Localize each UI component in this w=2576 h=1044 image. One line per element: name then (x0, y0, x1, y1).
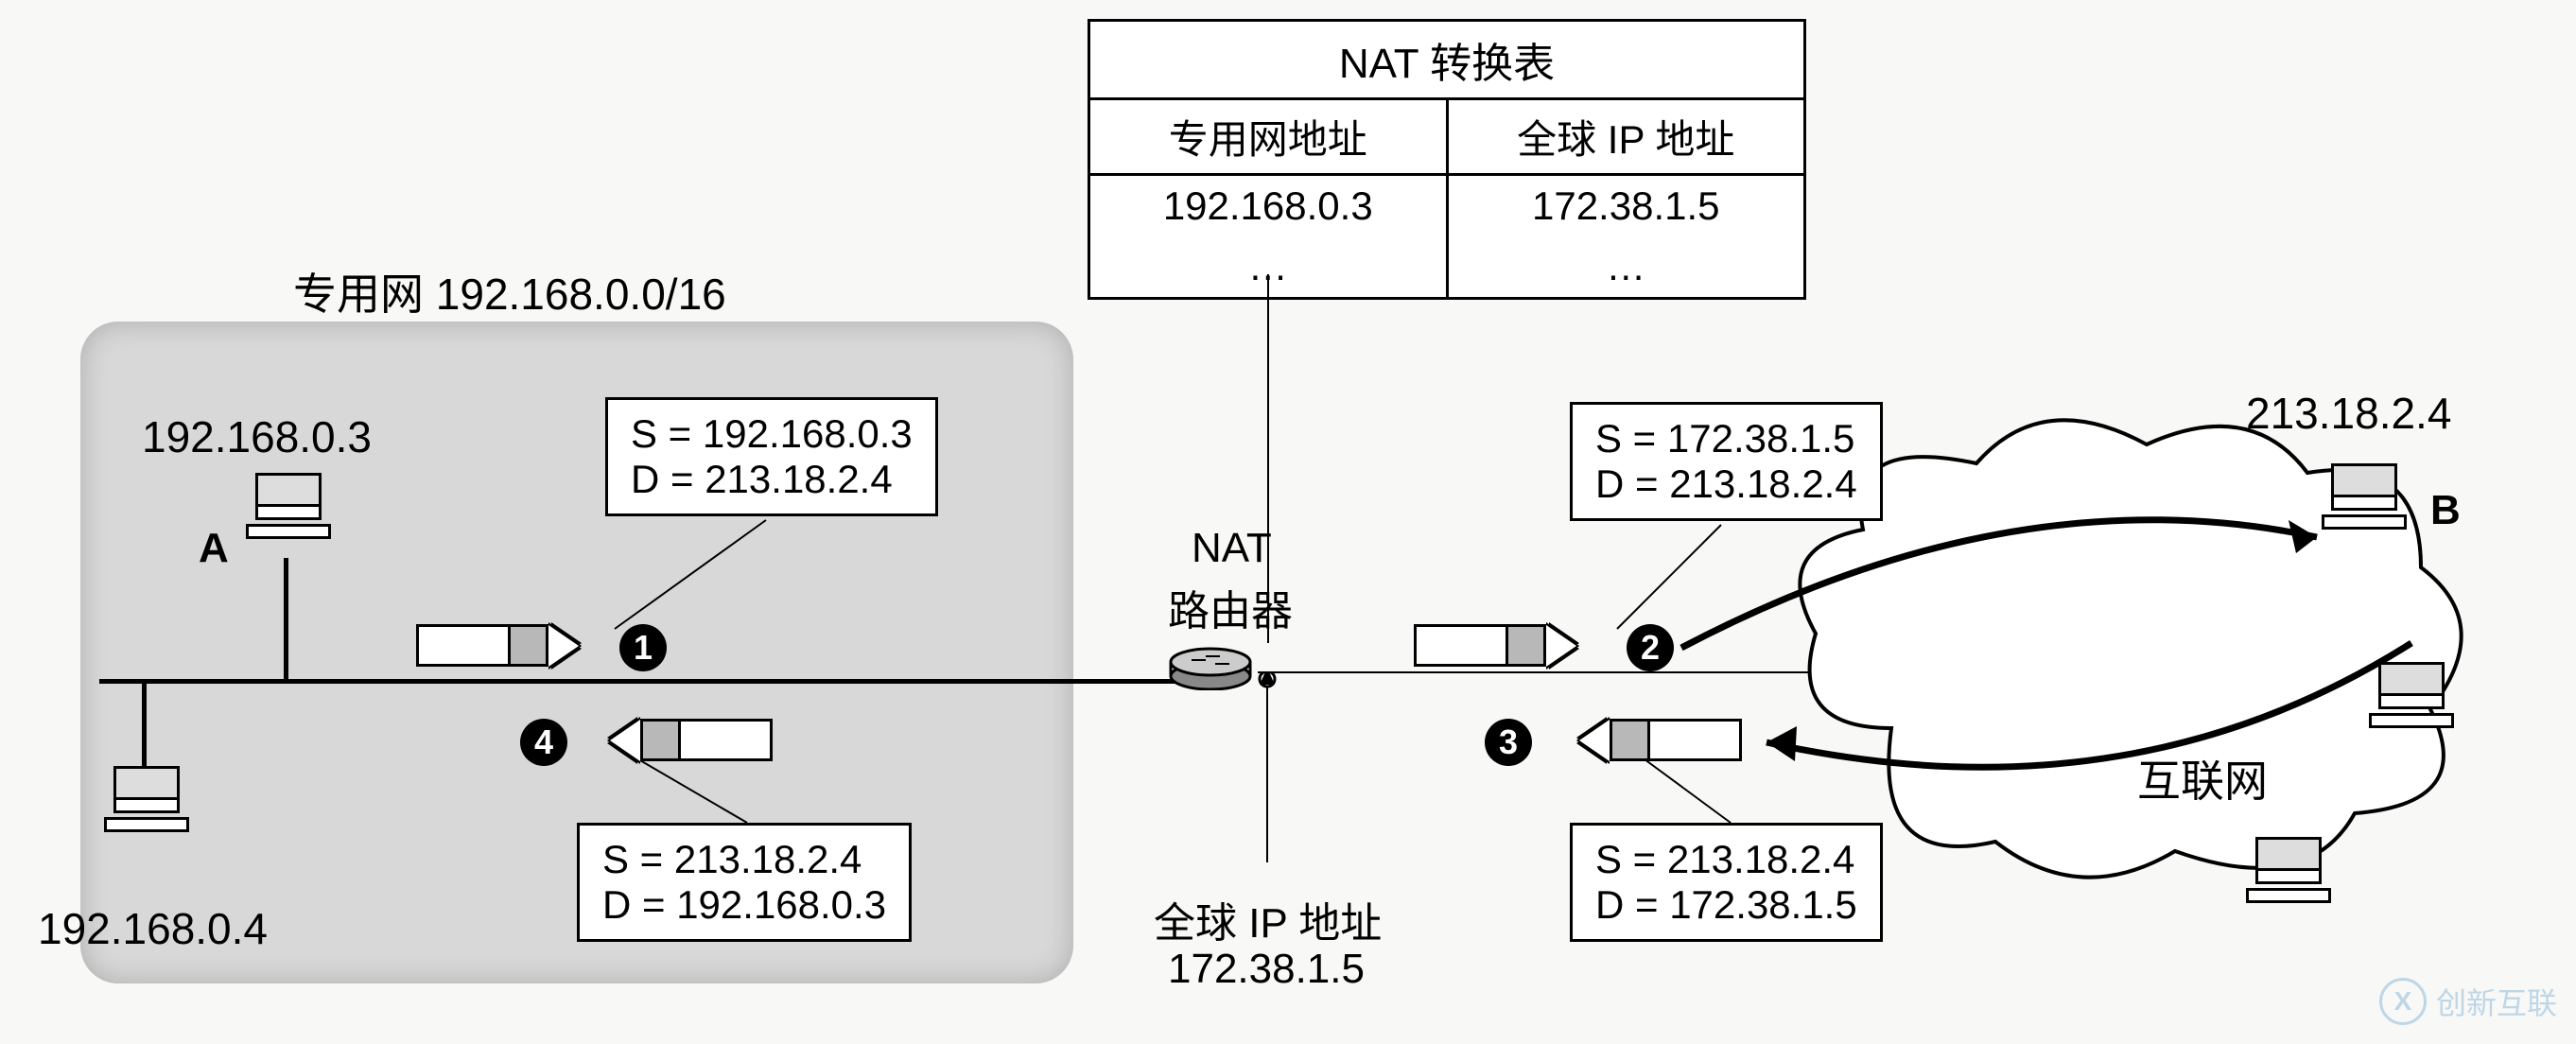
router-global-ip-value: 172.38.1.5 (1168, 946, 1365, 993)
nat-table-header-left: 专用网地址 (1090, 100, 1449, 176)
computer-icon (104, 766, 189, 851)
nat-table-row: 192.168.0.3 172.38.1.5 (1090, 176, 1803, 236)
internet-label: 互联网 (2137, 747, 2268, 809)
packet2-marker: 2 (1627, 624, 1674, 671)
packet1-marker: 1 (619, 624, 667, 671)
packet3-marker: 3 (1485, 719, 1532, 766)
nat-table-header: 专用网地址 全球 IP 地址 (1090, 100, 1803, 176)
nat-table-header-right: 全球 IP 地址 (1449, 100, 1804, 176)
nat-table-row: … … (1090, 236, 1803, 297)
computer-icon (2322, 463, 2407, 548)
packet3-symbol (1579, 719, 1742, 761)
computer-icon (2246, 837, 2331, 922)
nat-table-cell: 172.38.1.5 (1449, 176, 1804, 236)
packet3-source: S = 213.18.2.4 (1595, 837, 1857, 882)
packet1-pointer (567, 515, 804, 676)
computer-icon (2369, 662, 2454, 747)
router-global-ip-label: 全球 IP 地址 (1154, 889, 1382, 949)
packet3-box: S = 213.18.2.4 D = 172.38.1.5 (1570, 823, 1883, 942)
nat-table-title: NAT 转换表 (1090, 22, 1803, 100)
watermark-icon: X (2379, 978, 2427, 1025)
packet4-dest: D = 192.168.0.3 (602, 882, 886, 928)
host-a2-drop (142, 679, 147, 774)
watermark: X 创新互联 (2379, 978, 2557, 1025)
packet4-box: S = 213.18.2.4 D = 192.168.0.3 (577, 823, 912, 942)
packet1-box: S = 192.168.0.3 D = 213.18.2.4 (605, 397, 938, 516)
packet2-source: S = 172.38.1.5 (1595, 416, 1857, 461)
packet1-source: S = 192.168.0.3 (631, 411, 913, 457)
router-icon (1168, 643, 1253, 690)
host-b-label: B (2430, 487, 2461, 534)
packet2-dest: D = 213.18.2.4 (1595, 461, 1857, 507)
packet4-symbol (610, 719, 773, 761)
computer-icon (246, 473, 331, 558)
private-network-label: 专用网 192.168.0.0/16 (293, 260, 726, 322)
nat-table-cell: 192.168.0.3 (1090, 176, 1449, 236)
nat-table: NAT 转换表 专用网地址 全球 IP 地址 192.168.0.3 172.3… (1088, 19, 1806, 300)
packet2-symbol (1414, 624, 1576, 667)
curve-arrow-in (1749, 558, 2430, 794)
packet4-source: S = 213.18.2.4 (602, 837, 886, 882)
packet1-dest: D = 213.18.2.4 (631, 457, 913, 502)
watermark-text: 创新互联 (2436, 980, 2557, 1023)
host-a-label: A (199, 525, 229, 572)
router-ip-pointer (1248, 673, 1305, 886)
nat-table-cell: … (1449, 236, 1804, 297)
host-a2-ip: 192.168.0.4 (38, 903, 268, 954)
bus-line (99, 679, 1177, 684)
packet2-box: S = 172.38.1.5 D = 213.18.2.4 (1570, 402, 1883, 521)
packet4-marker: 4 (520, 719, 567, 766)
router-label-1: NAT (1192, 525, 1272, 572)
host-a-drop (284, 558, 288, 681)
packet3-dest: D = 172.38.1.5 (1595, 882, 1857, 928)
host-b-ip: 213.18.2.4 (2246, 388, 2451, 439)
host-a-ip: 192.168.0.3 (142, 411, 372, 462)
router-label-2: 路由器 (1168, 577, 1293, 637)
nat-table-cell: … (1090, 236, 1449, 297)
packet1-symbol (416, 624, 579, 667)
